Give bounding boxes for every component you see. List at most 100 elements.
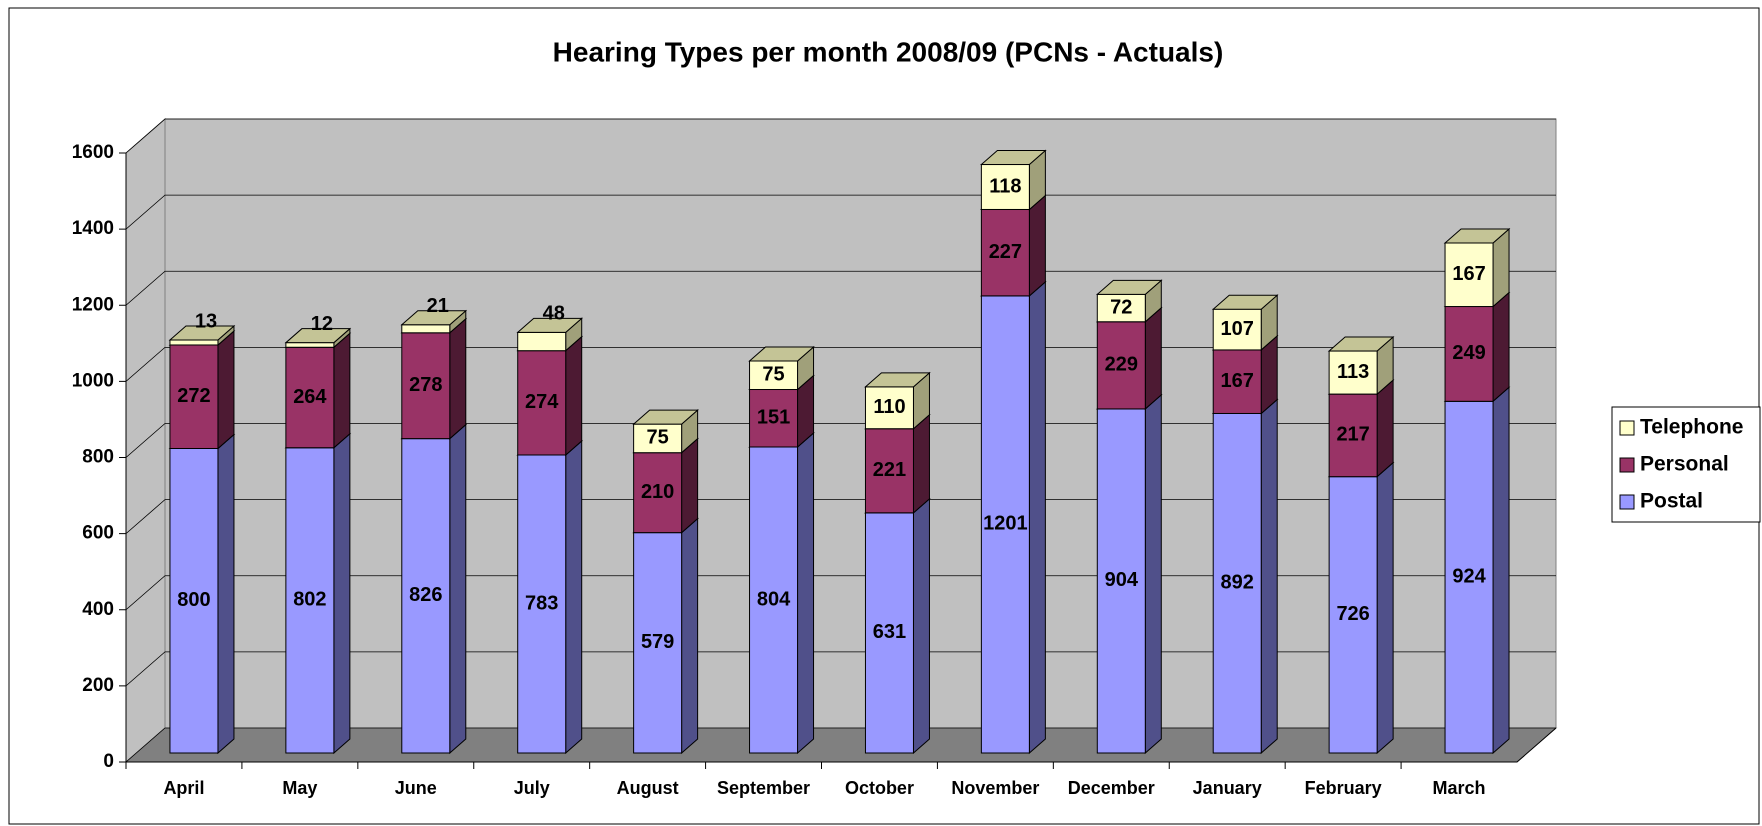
legend-label: Telephone xyxy=(1640,416,1743,439)
bar-side xyxy=(565,335,583,457)
x-tick-label: November xyxy=(951,778,1039,798)
bar xyxy=(517,350,567,456)
bar-side xyxy=(217,433,235,755)
bar-side xyxy=(333,332,351,449)
bar xyxy=(749,446,799,754)
bar xyxy=(169,448,219,754)
x-tick-label: February xyxy=(1305,778,1382,798)
data-label: 804 xyxy=(757,588,791,610)
data-label: 249 xyxy=(1452,342,1485,364)
bar-top xyxy=(284,328,352,344)
data-label: 107 xyxy=(1221,318,1254,340)
data-label: 272 xyxy=(177,385,210,407)
x-tick-label: August xyxy=(617,778,679,798)
bar xyxy=(864,386,914,430)
data-label: 221 xyxy=(873,459,906,481)
legend-swatch xyxy=(1619,494,1635,510)
bar xyxy=(285,342,335,348)
bar xyxy=(401,438,451,754)
bar xyxy=(169,339,219,346)
data-label: 802 xyxy=(293,589,326,611)
legend-swatch xyxy=(1619,420,1635,436)
data-label: 113 xyxy=(1337,361,1369,383)
bar-side xyxy=(1028,280,1046,755)
bar-side xyxy=(1492,291,1510,403)
x-tick-label: May xyxy=(282,778,317,798)
grid-line xyxy=(125,727,1556,763)
legend-swatch xyxy=(1619,457,1635,473)
bar-top xyxy=(632,409,699,425)
bar xyxy=(864,512,914,754)
data-label: 110 xyxy=(873,396,905,418)
bar-side xyxy=(1492,386,1510,755)
bar xyxy=(517,454,567,754)
y-tick-label: 1400 xyxy=(72,218,114,239)
bar xyxy=(401,324,451,334)
data-label: 217 xyxy=(1336,424,1369,446)
y-tick-label: 400 xyxy=(82,599,114,620)
data-label: 904 xyxy=(1105,569,1139,591)
data-label: 924 xyxy=(1452,565,1486,587)
bar xyxy=(1328,476,1378,754)
x-tick-label: January xyxy=(1193,778,1262,798)
bar-side xyxy=(681,517,699,755)
bar xyxy=(633,532,683,754)
legend-label: Postal xyxy=(1640,490,1703,513)
data-label: 579 xyxy=(641,631,674,653)
bar xyxy=(1096,293,1146,323)
data-label: 210 xyxy=(641,481,674,503)
data-label: 264 xyxy=(293,386,327,408)
bar-side xyxy=(1260,398,1278,755)
x-tick-label: October xyxy=(845,778,914,798)
bar xyxy=(1444,306,1494,402)
bar xyxy=(980,164,1030,210)
data-label: 151 xyxy=(757,407,790,429)
data-label: 75 xyxy=(647,427,669,449)
legend-box xyxy=(1611,406,1761,523)
bar-side xyxy=(1376,378,1394,478)
data-label: 118 xyxy=(989,175,1021,197)
bar-top xyxy=(516,317,584,333)
x-tick-label: December xyxy=(1068,778,1155,798)
bar xyxy=(980,295,1030,754)
data-label: 826 xyxy=(409,584,442,606)
bar xyxy=(1444,400,1494,754)
y-tick-label: 0 xyxy=(103,751,114,772)
data-label: 800 xyxy=(177,589,210,611)
data-label: 75 xyxy=(762,364,784,386)
data-label: 278 xyxy=(409,374,442,396)
y-tick-label: 800 xyxy=(82,447,114,468)
x-tick-label: July xyxy=(514,778,550,798)
data-label: 1201 xyxy=(983,513,1028,535)
bar xyxy=(749,360,799,391)
bar xyxy=(633,452,683,534)
y-tick-label: 1000 xyxy=(72,370,114,391)
bar xyxy=(1328,393,1378,478)
bar xyxy=(517,331,567,352)
bar xyxy=(864,428,914,514)
data-label: 13 xyxy=(195,310,217,332)
bar xyxy=(980,208,1030,297)
bar-top xyxy=(168,325,236,341)
bar-top xyxy=(1443,228,1511,244)
bar xyxy=(1328,350,1378,395)
bar xyxy=(401,332,451,440)
data-label: 229 xyxy=(1105,354,1138,376)
y-tick-label: 600 xyxy=(82,523,114,544)
bar-side xyxy=(449,317,467,440)
data-label: 167 xyxy=(1221,370,1254,392)
plot-area: 0 200 400 600 800 1000 1200 1400 1600 April 800 272… xyxy=(72,117,1558,798)
grid-line xyxy=(125,194,1556,230)
bar xyxy=(1212,412,1262,754)
x-tick-label: March xyxy=(1433,778,1486,798)
bar-side xyxy=(1028,194,1046,297)
bar xyxy=(169,344,219,449)
bar xyxy=(1212,308,1262,351)
bar-side xyxy=(912,497,930,755)
data-label: 892 xyxy=(1221,572,1254,594)
data-label: 274 xyxy=(525,391,559,413)
bar-side xyxy=(217,329,235,450)
bar-side xyxy=(681,437,699,534)
bar-side xyxy=(333,432,351,755)
bar-top xyxy=(1327,336,1395,352)
